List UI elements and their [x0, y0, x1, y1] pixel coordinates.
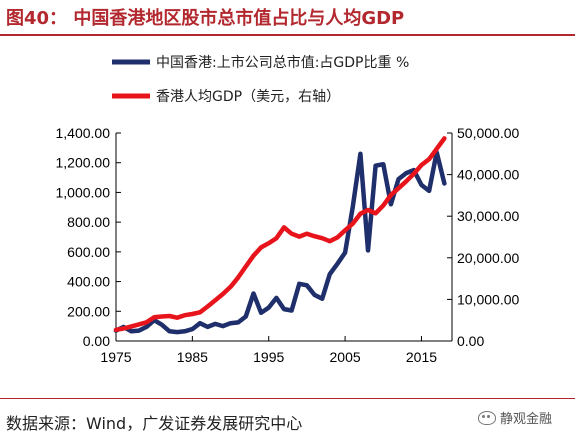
market-cap-line [113, 150, 447, 335]
source-divider [0, 398, 575, 399]
x-tick-label: 2005 [330, 349, 361, 365]
left-y-tick-label: 800.00 [67, 214, 110, 230]
axes: 0.00 200.00 400.00 600.00 800.00 1,000.00 1,20… [56, 125, 520, 365]
watermark: 静观金融 [478, 408, 552, 427]
right-y-tick-label: 40,000.00 [457, 167, 519, 183]
right-y-tick-label: 0.00 [457, 333, 484, 349]
x-tick-label: 1975 [100, 349, 131, 365]
left-y-tick-label: 200.00 [67, 303, 110, 319]
legend-label-market-cap: 中国香港:上市公司总市值:占GDP比重 % [156, 54, 409, 71]
left-y-tick-label: 1,200.00 [56, 155, 111, 171]
legend: 中国香港:上市公司总市值:占GDP比重 % 香港人均GDP（美元，右轴） [112, 54, 409, 105]
left-y-tick-label: 1,400.00 [56, 125, 111, 141]
right-y-tick-label: 20,000.00 [457, 250, 519, 266]
plot-area [113, 136, 447, 335]
title-divider [0, 34, 575, 36]
x-tick-label: 2015 [406, 349, 437, 365]
x-tick-label: 1985 [177, 349, 208, 365]
left-y-tick-label: 0.00 [83, 333, 110, 349]
source-note: 数据来源：Wind，广发证券发展研究中心 [6, 414, 303, 433]
left-y-tick-label: 600.00 [67, 244, 110, 260]
right-y-tick-label: 10,000.00 [457, 291, 519, 307]
left-y-tick-label: 1,000.00 [56, 184, 111, 200]
right-y-tick-label: 30,000.00 [457, 208, 519, 224]
x-tick-label: 1995 [253, 349, 284, 365]
right-y-tick-label: 50,000.00 [457, 125, 519, 141]
gdp-line [113, 136, 447, 333]
wechat-icon [478, 410, 496, 425]
legend-label-gdp: 香港人均GDP（美元，右轴） [156, 89, 340, 105]
watermark-label: 静观金融 [500, 412, 553, 427]
left-y-tick-label: 400.00 [67, 274, 110, 290]
chart: 中国香港:上市公司总市值:占GDP比重 % 香港人均GDP（美元，右轴） 0.0… [56, 54, 520, 365]
figure-title: 图40： 中国香港地区股市总市值占比与人均GDP [6, 8, 405, 29]
